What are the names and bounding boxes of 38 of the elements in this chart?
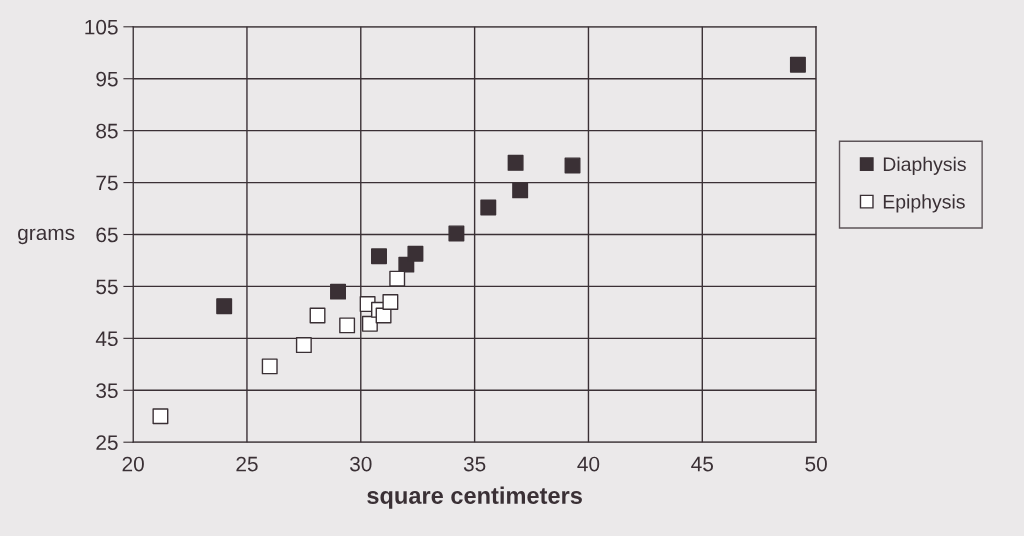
x-tick-label: 40 xyxy=(577,456,600,472)
point xyxy=(371,248,387,265)
y-tick-label: 55 xyxy=(96,279,118,295)
y-tick-label: 105 xyxy=(85,19,118,35)
y-tick-label: 85 xyxy=(96,123,118,139)
point xyxy=(480,199,497,216)
point xyxy=(309,307,326,324)
x-axis-title: square centimeters xyxy=(367,486,582,509)
x-tick-label: 45 xyxy=(691,456,714,472)
point xyxy=(789,56,806,73)
point xyxy=(507,154,524,171)
point xyxy=(216,298,233,315)
point xyxy=(407,245,424,262)
point xyxy=(512,182,529,199)
point xyxy=(389,270,406,287)
x-tick-label: 50 xyxy=(805,456,827,472)
y-tick-label: 25 xyxy=(96,435,118,450)
point xyxy=(152,408,169,425)
x-tick-label: 20 xyxy=(122,456,144,472)
y-axis-title: grams xyxy=(18,228,75,245)
legend-label: Epiphysis xyxy=(883,194,965,213)
point xyxy=(339,317,356,334)
y-tick-label: 75 xyxy=(96,175,118,191)
point xyxy=(330,283,347,300)
x-tick-label: 35 xyxy=(463,456,486,472)
x-tick-label: 25 xyxy=(236,456,258,472)
point xyxy=(361,315,378,332)
point xyxy=(295,337,312,354)
y-tick-label: 95 xyxy=(96,71,118,87)
y-tick-label: 65 xyxy=(96,227,118,243)
point xyxy=(261,358,278,375)
y-tick-label: 45 xyxy=(95,331,118,347)
point xyxy=(448,225,465,242)
x-tick-label: 30 xyxy=(350,456,372,472)
point xyxy=(564,157,581,174)
y-tick-label: 35 xyxy=(96,383,118,399)
point xyxy=(382,294,399,310)
legend-label: Diaphysis xyxy=(883,156,966,175)
